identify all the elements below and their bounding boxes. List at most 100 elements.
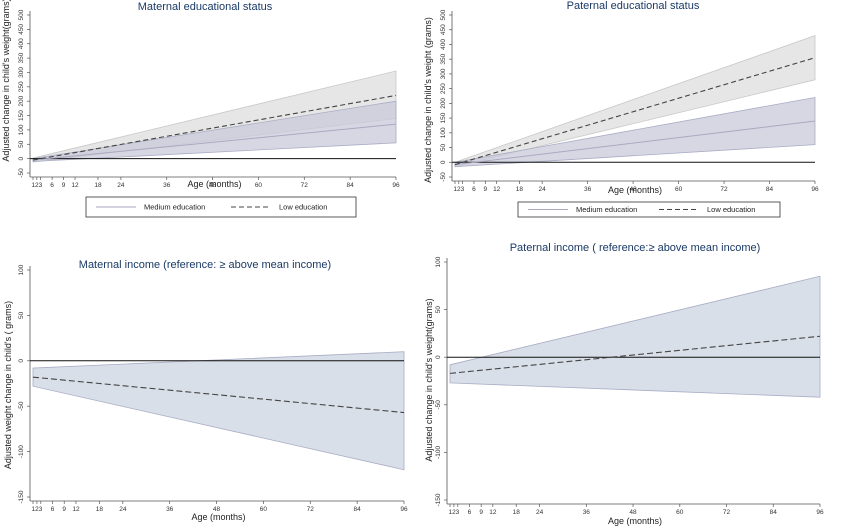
x-tick-label: 96 — [400, 506, 408, 513]
legend: Medium education Low education — [85, 196, 357, 218]
y-tick-label: 50 — [18, 311, 25, 319]
chart-panel-3: Maternal income (reference: ≥ above mean… — [3, 259, 408, 522]
legend-box — [517, 201, 781, 218]
x-tick-label: 72 — [723, 509, 731, 516]
x-tick-label: 60 — [675, 186, 683, 193]
chart-title: Maternal income (reference: ≥ above mean… — [79, 259, 331, 271]
x-tick-label: 84 — [347, 182, 355, 189]
x-tick-label: 24 — [117, 182, 125, 189]
x-tick-label: 123 — [31, 506, 42, 513]
y-tick-label: 250 — [18, 81, 25, 92]
x-tick-label: 36 — [163, 182, 171, 189]
y-axis-label: Adjusted weight change in child's ( gram… — [3, 301, 13, 469]
y-axis-label: Adjusted change in child's weight (grams… — [423, 17, 433, 183]
chart-title: Paternal income ( reference:≥ above mean… — [510, 242, 761, 254]
y-tick-label: 0 — [18, 359, 25, 363]
x-axis-label: Age (months) — [608, 516, 662, 526]
legend-label: Low education — [707, 205, 755, 214]
x-tick-label: 6 — [472, 186, 476, 193]
y-tick-label: 0 — [18, 156, 25, 160]
y-tick-label: -100 — [18, 445, 25, 458]
x-tick-label: 96 — [811, 186, 819, 193]
y-axis-label: Adjusted change in child's weight(grams) — [1, 0, 11, 162]
y-tick-label: 100 — [18, 124, 25, 135]
x-tick-label: 24 — [539, 186, 547, 193]
x-tick-label: 84 — [354, 506, 362, 513]
y-tick-label: 350 — [18, 52, 25, 63]
y-tick-label: 0 — [435, 355, 442, 359]
x-tick-label: 123 — [453, 186, 464, 193]
series-line-estimate — [32, 376, 405, 414]
y-tick-label: 50 — [440, 144, 447, 152]
y-tick-label: -150 — [18, 490, 25, 503]
ci-band-medium-education — [454, 96, 816, 168]
x-axis-label: Age (months) — [608, 185, 662, 195]
y-tick-label: 50 — [435, 306, 442, 314]
x-tick-label: 24 — [536, 509, 544, 516]
x-tick-label: 18 — [516, 186, 524, 193]
y-tick-label: -50 — [18, 401, 25, 411]
y-tick-label: 350 — [440, 53, 447, 64]
x-tick-label: 12 — [493, 186, 501, 193]
chart-panel-4: Paternal income ( reference:≥ above mean… — [424, 242, 824, 526]
x-tick-label: 48 — [629, 186, 637, 193]
x-axis-label: Age (months) — [187, 179, 241, 189]
y-axis-label: Adjusted change in child's weight(grams) — [424, 298, 434, 461]
x-tick-label: 24 — [119, 506, 127, 513]
legend-box — [85, 196, 357, 218]
y-tick-label: -150 — [435, 493, 442, 506]
y-tick-label: 450 — [440, 24, 447, 35]
y-tick-label: -50 — [440, 172, 447, 182]
y-tick-label: 500 — [18, 9, 25, 20]
y-tick-label: 400 — [18, 38, 25, 49]
x-tick-label: 60 — [255, 182, 263, 189]
x-tick-label: 60 — [260, 506, 268, 513]
x-tick-label: 12 — [71, 182, 79, 189]
legend-label: Medium education — [144, 203, 205, 212]
y-tick-label: -50 — [18, 168, 25, 178]
series-line-low-education — [32, 94, 397, 161]
x-tick-label: 12 — [489, 509, 497, 516]
chart-title: Paternal educational status — [567, 0, 700, 12]
x-tick-label: 72 — [720, 186, 728, 193]
series-line-medium-education — [32, 123, 397, 161]
legend-label: Low education — [279, 203, 327, 212]
y-tick-label: 500 — [440, 9, 447, 20]
y-tick-label: -50 — [435, 400, 442, 410]
legend-label: Medium education — [576, 205, 637, 214]
series-line-low-education — [454, 57, 816, 166]
x-tick-label: 9 — [62, 506, 66, 513]
y-tick-label: 150 — [440, 112, 447, 123]
x-tick-label: 18 — [96, 506, 104, 513]
legend: Medium education Low education — [517, 201, 781, 218]
chart-title: Maternal educational status — [138, 1, 273, 13]
x-tick-label: 48 — [213, 506, 221, 513]
x-tick-label: 9 — [62, 182, 66, 189]
x-tick-label: 9 — [484, 186, 488, 193]
x-tick-label: 60 — [676, 509, 684, 516]
y-tick-label: 300 — [440, 68, 447, 79]
y-tick-label: 300 — [18, 67, 25, 78]
y-tick-label: 50 — [18, 140, 25, 148]
y-tick-label: -100 — [435, 446, 442, 459]
x-tick-label: 18 — [94, 182, 102, 189]
y-tick-label: 100 — [435, 256, 442, 267]
x-tick-label: 123 — [31, 182, 42, 189]
x-tick-label: 6 — [51, 506, 55, 513]
ci-band-estimate — [32, 351, 405, 471]
x-tick-label: 48 — [629, 509, 637, 516]
x-tick-label: 123 — [448, 509, 459, 516]
ci-band-medium-education — [32, 100, 397, 162]
x-tick-label: 36 — [166, 506, 174, 513]
x-tick-label: 6 — [50, 182, 54, 189]
x-tick-label: 84 — [770, 509, 778, 516]
y-tick-label: 450 — [18, 24, 25, 35]
chart-panel-2: Paternal educational status Adjusted chan… — [423, 0, 819, 218]
x-axis-label: Age (months) — [191, 512, 245, 522]
x-tick-label: 96 — [392, 182, 400, 189]
x-tick-label: 72 — [301, 182, 309, 189]
y-tick-label: 150 — [18, 110, 25, 121]
y-tick-label: 200 — [18, 95, 25, 106]
x-tick-label: 84 — [766, 186, 774, 193]
x-tick-label: 36 — [583, 509, 591, 516]
